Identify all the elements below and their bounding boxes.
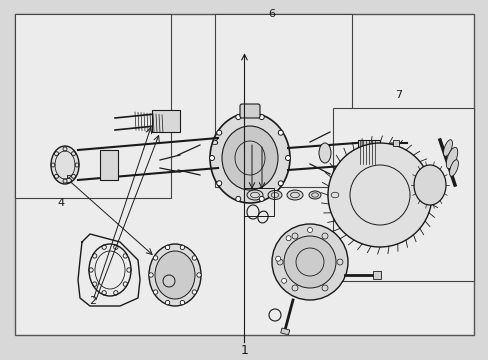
Bar bbox=[244, 188, 273, 216]
Ellipse shape bbox=[446, 147, 457, 169]
Circle shape bbox=[180, 245, 184, 249]
Bar bbox=[100, 150, 118, 180]
Circle shape bbox=[259, 197, 264, 201]
Circle shape bbox=[180, 300, 184, 305]
Ellipse shape bbox=[209, 113, 289, 203]
Circle shape bbox=[165, 300, 169, 305]
FancyBboxPatch shape bbox=[240, 104, 260, 118]
Circle shape bbox=[163, 275, 175, 287]
Circle shape bbox=[209, 156, 214, 161]
Ellipse shape bbox=[149, 244, 201, 306]
Circle shape bbox=[153, 290, 158, 294]
Circle shape bbox=[259, 114, 264, 120]
Circle shape bbox=[278, 181, 283, 186]
Text: 7: 7 bbox=[394, 90, 401, 100]
Bar bbox=[15, 14, 473, 335]
Ellipse shape bbox=[246, 190, 263, 200]
Circle shape bbox=[285, 156, 290, 161]
Bar bbox=[15, 14, 171, 198]
Circle shape bbox=[285, 236, 290, 241]
Text: 4: 4 bbox=[58, 198, 64, 208]
Ellipse shape bbox=[51, 146, 79, 184]
Text: 5: 5 bbox=[65, 175, 72, 185]
Circle shape bbox=[284, 236, 335, 288]
Circle shape bbox=[153, 256, 158, 260]
Text: 1: 1 bbox=[240, 345, 248, 357]
Ellipse shape bbox=[413, 165, 445, 205]
Circle shape bbox=[216, 181, 221, 186]
Circle shape bbox=[307, 228, 312, 233]
Circle shape bbox=[148, 273, 153, 277]
Ellipse shape bbox=[384, 143, 398, 165]
Bar bbox=[357, 140, 379, 164]
Ellipse shape bbox=[448, 160, 458, 176]
Circle shape bbox=[165, 245, 169, 249]
Circle shape bbox=[196, 273, 201, 277]
Circle shape bbox=[235, 114, 240, 120]
Ellipse shape bbox=[308, 191, 320, 199]
Bar bbox=[280, 328, 289, 335]
Ellipse shape bbox=[443, 140, 451, 156]
Ellipse shape bbox=[155, 251, 195, 299]
Text: 6: 6 bbox=[267, 9, 274, 19]
Circle shape bbox=[216, 130, 221, 135]
Ellipse shape bbox=[286, 190, 303, 200]
Circle shape bbox=[192, 290, 196, 294]
Circle shape bbox=[327, 143, 431, 247]
Bar bbox=[392, 140, 398, 146]
Bar bbox=[332, 108, 473, 281]
Circle shape bbox=[281, 278, 286, 283]
Circle shape bbox=[278, 130, 283, 135]
Text: 3: 3 bbox=[211, 137, 218, 147]
Circle shape bbox=[235, 197, 240, 201]
Bar bbox=[372, 271, 380, 279]
Text: 2: 2 bbox=[89, 296, 96, 306]
Ellipse shape bbox=[267, 190, 282, 199]
Ellipse shape bbox=[327, 190, 341, 200]
Ellipse shape bbox=[222, 126, 278, 190]
Circle shape bbox=[275, 256, 280, 261]
Bar bbox=[215, 14, 351, 187]
Ellipse shape bbox=[318, 143, 330, 163]
Circle shape bbox=[271, 224, 347, 300]
Circle shape bbox=[192, 256, 196, 260]
Bar bbox=[152, 110, 180, 132]
